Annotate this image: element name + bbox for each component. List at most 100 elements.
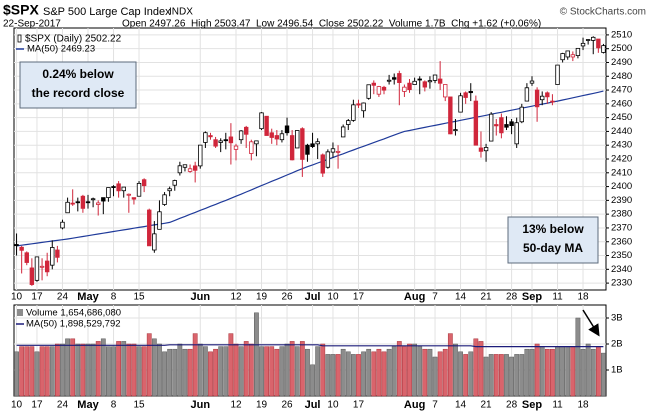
volume-bar bbox=[396, 341, 402, 397]
x-tick-label: 19 bbox=[256, 400, 268, 411]
candle-body bbox=[540, 95, 545, 101]
candle-body bbox=[213, 139, 218, 147]
symbol: $SPX bbox=[3, 2, 39, 18]
volume-bar bbox=[85, 343, 91, 397]
volume-bar bbox=[595, 346, 601, 397]
volume-bar bbox=[315, 346, 321, 397]
x-tick-label: May bbox=[77, 291, 99, 303]
candle-body bbox=[238, 130, 244, 141]
x-tick-label: 26 bbox=[281, 292, 293, 303]
volume-bar bbox=[483, 356, 489, 397]
candle-body bbox=[397, 73, 402, 83]
candle-body bbox=[346, 120, 351, 125]
y-tick-label: 2350 bbox=[611, 250, 632, 261]
candle-body bbox=[19, 246, 24, 251]
volume-bar bbox=[437, 351, 443, 397]
candle-body bbox=[453, 129, 458, 132]
x-tick-label: 18 bbox=[577, 292, 589, 303]
candle-body bbox=[335, 150, 341, 153]
x-tick-label: Jul bbox=[305, 399, 321, 411]
volume-bar bbox=[162, 351, 167, 397]
volume-bar bbox=[90, 343, 96, 397]
y-tick-label: 2480 bbox=[611, 71, 632, 82]
y-tick-label: 2420 bbox=[611, 154, 632, 165]
legend-label: Volume 1,654,686,080 bbox=[26, 308, 121, 319]
volume-bar bbox=[157, 343, 162, 397]
candle-body bbox=[126, 193, 132, 196]
candle-body bbox=[356, 103, 361, 106]
volume-bar bbox=[299, 341, 305, 397]
volume-bar bbox=[284, 343, 290, 397]
y-tick-label: 2400 bbox=[611, 181, 632, 192]
ma-line bbox=[16, 90, 604, 247]
candle-body bbox=[371, 82, 376, 86]
volume-bar bbox=[391, 346, 397, 397]
volume-bar bbox=[187, 348, 193, 397]
volume-bar bbox=[126, 343, 132, 397]
volume-bar bbox=[463, 354, 469, 397]
candle-body bbox=[392, 77, 397, 80]
candle-body bbox=[279, 133, 285, 141]
legend-icon bbox=[17, 34, 22, 43]
x-tick-label: Jul bbox=[305, 291, 321, 303]
x-tick-label: 14 bbox=[455, 292, 467, 303]
volume-bar bbox=[197, 343, 203, 397]
volume-bar bbox=[473, 338, 479, 397]
volume-bar bbox=[488, 354, 494, 397]
candle-body bbox=[529, 80, 535, 84]
candle-body bbox=[509, 121, 514, 126]
x-tick-label: 14 bbox=[455, 400, 467, 411]
volume-bar bbox=[386, 348, 392, 397]
candle-body bbox=[141, 179, 147, 187]
annotation-text: 50-day MA bbox=[523, 241, 583, 255]
volume-bar bbox=[34, 351, 40, 397]
volume-bar bbox=[279, 346, 285, 397]
candle-body bbox=[233, 145, 239, 150]
volume-bar bbox=[325, 354, 331, 397]
y-tick-label: 2430 bbox=[611, 140, 632, 151]
candle-body bbox=[50, 247, 55, 266]
x-tick-label: 15 bbox=[133, 292, 145, 303]
candle-body bbox=[289, 135, 295, 161]
volume-bar bbox=[177, 343, 183, 397]
candle-body bbox=[284, 125, 290, 134]
volume-bar bbox=[493, 354, 499, 397]
volume-bar bbox=[192, 333, 198, 397]
exchange: INDX bbox=[169, 7, 193, 18]
candle-body bbox=[24, 252, 29, 263]
x-tick-label: Jun bbox=[190, 291, 210, 303]
candle-body bbox=[437, 78, 443, 84]
volume-bar bbox=[412, 343, 418, 397]
volume-bar bbox=[498, 354, 504, 397]
volume-bar bbox=[111, 346, 116, 397]
volume-bar bbox=[565, 346, 571, 397]
annotation-text: the record close bbox=[32, 86, 125, 100]
candle-body bbox=[29, 267, 35, 285]
volume-bar bbox=[106, 346, 111, 397]
volume-bar bbox=[80, 343, 86, 397]
candle-body bbox=[448, 96, 453, 135]
volume-bar bbox=[243, 341, 249, 397]
volume-bar bbox=[182, 348, 188, 397]
x-tick-label: 10 bbox=[327, 400, 339, 411]
volume-bar bbox=[305, 348, 310, 397]
x-tick-label: 11 bbox=[552, 400, 563, 411]
volume-bar bbox=[65, 338, 70, 397]
candle-body bbox=[55, 249, 60, 258]
y-tick-label: 2410 bbox=[611, 167, 632, 178]
volume-bar bbox=[335, 354, 341, 397]
candle-body bbox=[300, 128, 305, 160]
volume-bar bbox=[601, 352, 606, 397]
candle-body bbox=[591, 36, 596, 41]
candle-body bbox=[259, 112, 264, 130]
volume-bar bbox=[468, 351, 474, 397]
x-tick-label: 7 bbox=[432, 292, 438, 303]
candle-body bbox=[432, 74, 438, 81]
candle-body bbox=[585, 39, 591, 41]
candle-body bbox=[575, 47, 581, 56]
y-tick-label: 2390 bbox=[611, 195, 632, 206]
volume-bar bbox=[218, 346, 224, 397]
x-tick-label: 26 bbox=[281, 400, 293, 411]
volume-bar bbox=[534, 343, 540, 397]
candle-body bbox=[351, 104, 356, 121]
